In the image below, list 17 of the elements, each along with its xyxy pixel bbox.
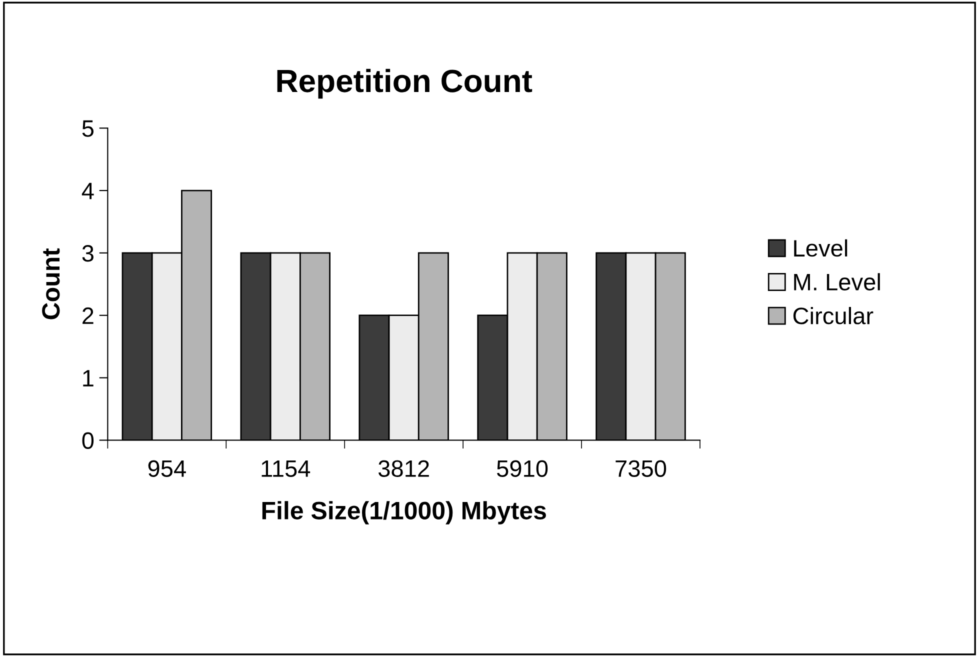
y-tick-label: 2 — [82, 307, 94, 324]
x-tick-label: 3812 — [378, 460, 429, 477]
y-axis-title: Count — [42, 248, 60, 320]
y-tick-label: 0 — [82, 432, 94, 449]
y-tick-label: 4 — [82, 182, 94, 200]
x-axis-title: File Size(1/1000) Mbytes — [262, 501, 546, 524]
x-tick-label: 954 — [148, 460, 186, 477]
x-tick-label: 5910 — [496, 460, 548, 477]
legend-label: M. Level — [794, 273, 880, 290]
x-tick-label: 7350 — [616, 460, 666, 477]
chart-title: Repetition Count — [277, 68, 532, 99]
y-tick-label: 3 — [82, 245, 94, 262]
x-tick-label: 1154 — [262, 460, 310, 477]
y-tick-label: 1 — [83, 370, 94, 386]
y-tick-label: 5 — [82, 120, 94, 137]
legend-label: Level — [794, 239, 848, 257]
legend-label: Circular — [793, 306, 874, 324]
